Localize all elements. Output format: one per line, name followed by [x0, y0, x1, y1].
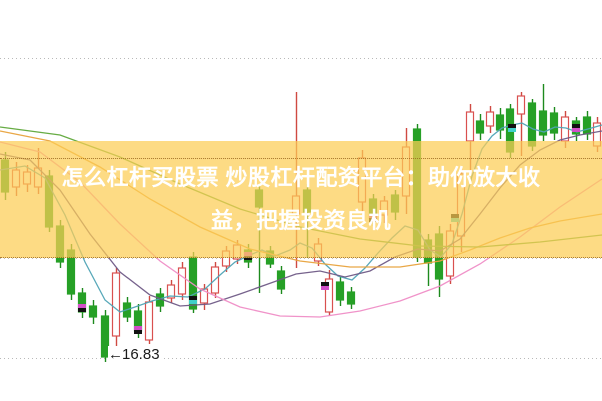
left-arrow-icon: ← — [108, 346, 123, 363]
gridline-overlay — [0, 257, 602, 258]
low-price-annotation: ←16.83 — [108, 346, 163, 363]
gridline-overlay — [0, 158, 602, 159]
headline-banner: 怎么杠杆买股票 炒股杠杆配资平台：助你放大收 益，把握投资良机 — [0, 141, 602, 258]
headline-line-2: 益，把握投资良机 — [210, 208, 391, 233]
low-price-value: 16.83 — [122, 346, 160, 363]
headline-line-1: 怎么杠杆买股票 炒股杠杆配资平台：助你放大收 — [61, 165, 541, 190]
